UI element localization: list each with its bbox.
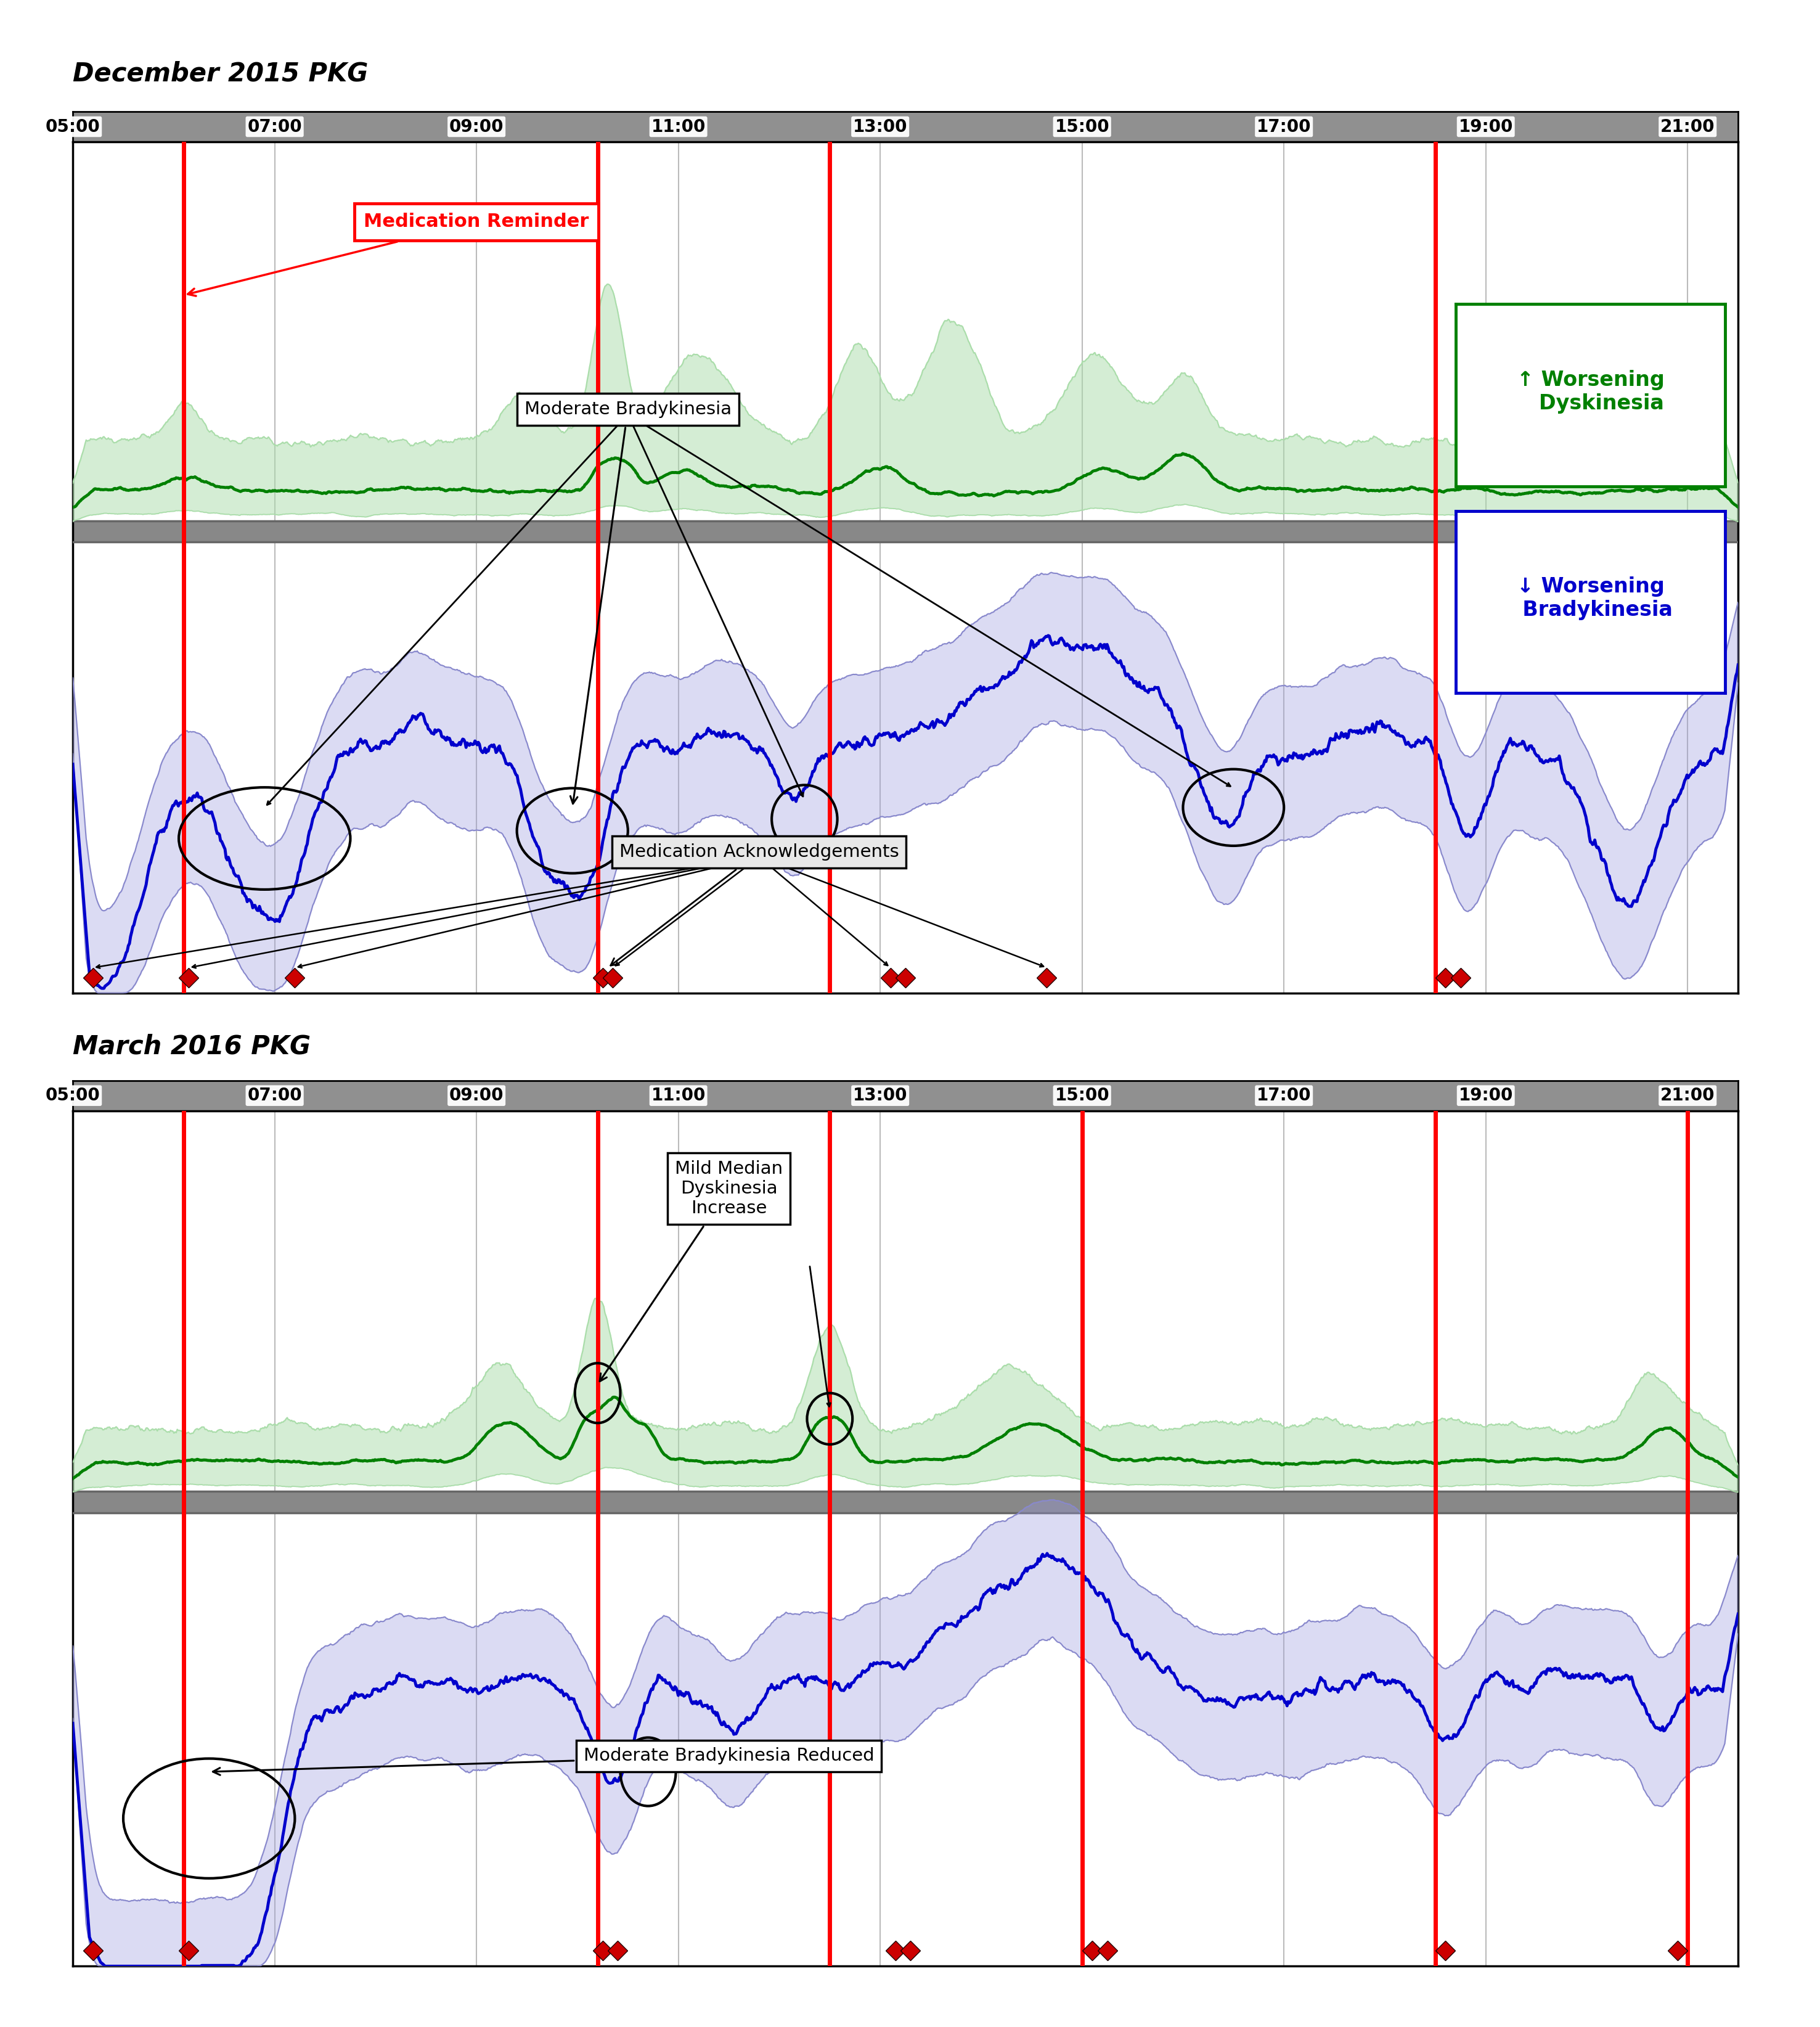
Text: Moderate Bradykinesia Reduced: Moderate Bradykinesia Reduced xyxy=(213,1747,874,1776)
Text: Medication Reminder: Medication Reminder xyxy=(187,213,590,296)
Text: 15:00: 15:00 xyxy=(1056,1086,1110,1105)
Text: 05:00: 05:00 xyxy=(46,1086,100,1105)
Text: 17:00: 17:00 xyxy=(1256,118,1310,136)
Text: ↑ Worsening
   Dyskinesia: ↑ Worsening Dyskinesia xyxy=(1516,369,1665,414)
Text: 11:00: 11:00 xyxy=(652,118,706,136)
Text: 09:00: 09:00 xyxy=(450,1086,504,1105)
Text: Medication Acknowledgements: Medication Acknowledgements xyxy=(610,843,899,965)
Text: 07:00: 07:00 xyxy=(248,1086,302,1105)
Text: 19:00: 19:00 xyxy=(1458,118,1512,136)
Text: 15:00: 15:00 xyxy=(1056,118,1110,136)
Text: ↓ Worsening
  Bradykinesia: ↓ Worsening Bradykinesia xyxy=(1509,576,1673,620)
Text: 19:00: 19:00 xyxy=(1458,1086,1512,1105)
Text: 05:00: 05:00 xyxy=(46,118,100,136)
Text: Moderate Bradykinesia: Moderate Bradykinesia xyxy=(524,401,732,803)
Text: 13:00: 13:00 xyxy=(854,118,908,136)
Text: 09:00: 09:00 xyxy=(450,118,504,136)
Text: 07:00: 07:00 xyxy=(248,118,302,136)
Text: 17:00: 17:00 xyxy=(1256,1086,1310,1105)
Text: December 2015 PKG: December 2015 PKG xyxy=(73,61,368,87)
Text: 21:00: 21:00 xyxy=(1660,118,1714,136)
Text: 11:00: 11:00 xyxy=(652,1086,706,1105)
Bar xyxy=(73,1492,1738,1512)
Text: 21:00: 21:00 xyxy=(1660,1086,1714,1105)
Text: 13:00: 13:00 xyxy=(854,1086,908,1105)
Text: Mild Median
Dyskinesia
Increase: Mild Median Dyskinesia Increase xyxy=(601,1159,783,1380)
Text: March 2016 PKG: March 2016 PKG xyxy=(73,1034,311,1060)
Bar xyxy=(73,521,1738,541)
